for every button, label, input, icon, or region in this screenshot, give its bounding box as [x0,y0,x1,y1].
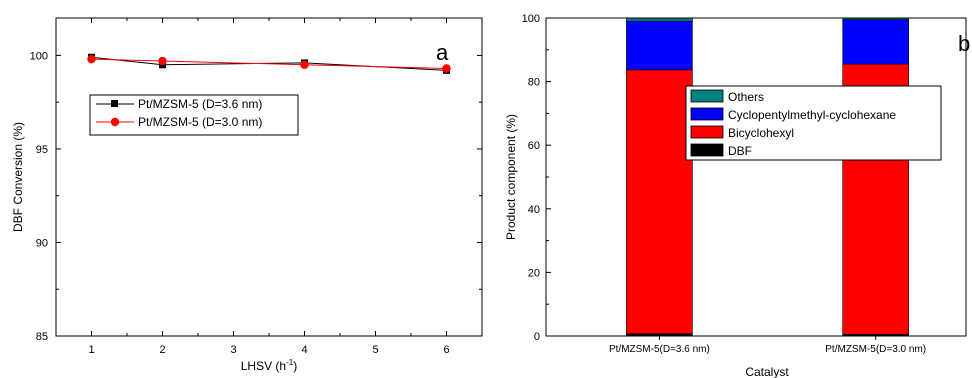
legend-label-a-0: Pt/MZSM-5 (D=3.6 nm) [138,97,262,111]
data-point-a-1-0 [87,54,96,64]
legend-b: Others Cyclopentylmethyl-cyclohexane Bicyc… [685,85,942,161]
data-point-a-1-3 [442,64,451,73]
series-line-a-1 [91,58,447,70]
y-axis-b: 0 20 40 60 80 100 [522,13,551,343]
x-axis-title-b: Catalyst [745,365,789,378]
bar-segment-1-2 [842,19,910,65]
legend-label-a-1: Pt/MZSM-5 (D=3.0 nm) [138,115,262,129]
x-tick-label-a-1: 2 [159,344,165,356]
legend-swatch-b-2 [690,125,724,139]
x-tick-label-a-4: 5 [372,344,378,356]
data-point-a-1-1 [158,56,167,66]
y-tick-label-a-0: 85 [36,331,48,343]
x-tick-label-a-0: 1 [88,344,94,356]
legend-marker-a-1 [110,117,120,127]
panel-label-b: b [958,31,970,56]
bar-segment-0-1 [626,69,693,335]
x-axis-title-a-sup: -1 [286,358,294,367]
y-tick-label-b-0: 0 [534,331,540,343]
x-tick-label-a-3: 4 [301,344,307,356]
y-tick-label-b-1: 20 [528,267,540,279]
legend-box-a [89,94,299,136]
y-tick-label-b-2: 40 [528,204,540,216]
legend-a: Pt/MZSM-5 (D=3.6 nm) Pt/MZSM-5 (D=3.0 nm… [89,94,299,136]
x-axis-title-a-end: ) [293,359,297,373]
x-tick-label-a-2: 3 [230,344,236,356]
legend-label-b-0: Others [728,90,764,104]
x-tick-label-a-5: 6 [443,344,449,356]
x-tick-label-b-0: Pt/MZSM-5(D=3.6 nm) [609,344,710,355]
x-axis-title-a-main: LHSV (h [241,359,286,373]
legend-label-b-1: Cyclopentylmethyl-cyclohexane [728,108,896,122]
y-tick-label-b-5: 100 [522,13,540,25]
legend-label-b-3: DBF [728,144,752,158]
y-tick-label-b-3: 60 [528,140,540,152]
panel-label-a: a [436,40,449,65]
y-tick-label-a-1: 90 [36,237,48,249]
y-axis-title-b: Product component (%) [504,114,518,240]
bars-layer-b [626,17,910,337]
x-tick-label-b-1: Pt/MZSM-5(D=3.0 nm) [825,344,926,355]
y-tick-label-b-4: 80 [528,77,540,89]
y-axis-a: 85 90 95 100 [30,50,482,343]
data-point-a-1-2 [300,60,309,69]
legend-marker-a-0 [111,100,118,107]
y-tick-label-a-3: 100 [30,50,48,62]
y-axis-title-a: DBF Conversion (%) [11,122,25,232]
legend-swatch-b-0 [690,89,724,103]
bar-segment-0-2 [626,20,693,71]
legend-swatch-b-1 [690,107,724,121]
x-axis-title-a: LHSV (h-1) [241,358,297,373]
x-axis-b: Pt/MZSM-5(D=3.6 nm) Pt/MZSM-5(D=3.0 nm) [609,336,926,355]
chart-panel-a: 85 90 95 100 1 2 3 4 5 6 a DBF Conversion (%) LH… [11,17,483,373]
legend-box-b [685,85,942,161]
legend-swatch-b-3 [690,143,724,157]
plot-frame-a [55,17,483,337]
series-layer-a [87,53,451,74]
y-tick-label-a-2: 95 [36,144,48,156]
x-axis-a: 1 2 3 4 5 6 [88,18,450,356]
legend-label-b-2: Bicyclohexyl [728,126,794,140]
